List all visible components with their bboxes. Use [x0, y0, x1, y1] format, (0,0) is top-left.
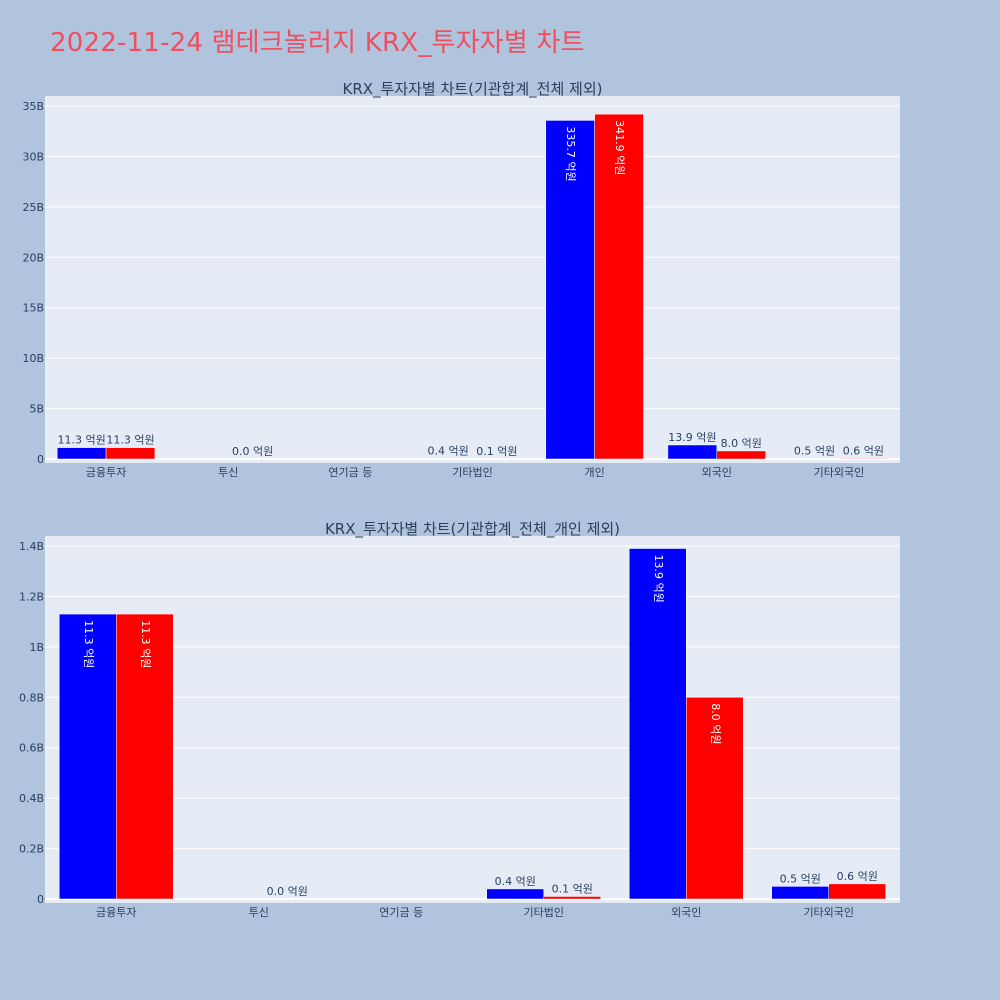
y-tick-label: 0 — [37, 893, 44, 906]
chart-title: KRX_투자자별 차트(기관합계_전체 제외) — [343, 80, 603, 99]
bar — [116, 613, 174, 900]
bar — [486, 888, 544, 900]
y-tick-label: 1.4B — [19, 540, 44, 553]
data-label: 0.0 억원 — [232, 445, 273, 458]
data-label: 0.5 억원 — [794, 444, 835, 457]
data-label: 0.1 억원 — [552, 882, 593, 895]
x-tick-label: 기타외국인 — [814, 466, 865, 479]
x-tick-label: 금융투자 — [86, 466, 126, 479]
x-tick-label: 외국인 — [702, 466, 732, 479]
bar — [716, 450, 766, 460]
bar — [686, 697, 744, 900]
y-tick-label: 20B — [22, 251, 44, 264]
y-tick-label: 10B — [22, 352, 44, 365]
data-label: 0.5 억원 — [780, 872, 821, 885]
bar — [543, 896, 601, 900]
chart-top: KRX_투자자별 차트(기관합계_전체 제외) 0 5B 10B 15B 20B 25B 30… — [22, 80, 900, 479]
y-tick-label: 1.2B — [19, 590, 44, 603]
y-tick-label: 5B — [29, 403, 44, 416]
x-tick-label: 금융투자 — [96, 906, 136, 919]
x-tick-label: 개인 — [585, 466, 605, 479]
data-label: 0.1 억원 — [476, 445, 517, 458]
y-tick-label: 25B — [22, 201, 44, 214]
y-tick-label: 35B — [22, 100, 44, 113]
data-label: 0.6 억원 — [837, 870, 878, 883]
page-title: 2022-11-24 램테크놀러지 KRX_투자자별 차트 — [50, 28, 585, 58]
x-tick-label: 투신 — [218, 466, 238, 479]
y-tick-label: 30B — [22, 150, 44, 163]
x-tick-label: 기타법인 — [524, 906, 564, 919]
plot-area — [45, 536, 900, 903]
plot-area — [45, 96, 900, 463]
data-label: 11.3 억원 — [106, 434, 154, 447]
data-label: 0.4 억원 — [427, 445, 468, 458]
data-label: 13.9 억원 — [652, 555, 665, 603]
bar — [545, 120, 595, 460]
data-label: 341.9 억원 — [613, 120, 626, 175]
bar — [828, 883, 886, 900]
bar — [594, 113, 644, 460]
data-label: 0.6 억원 — [843, 444, 884, 457]
data-label: 8.0 억원 — [709, 703, 722, 744]
x-tick-label: 연기금 등 — [379, 906, 423, 919]
x-tick-label: 기타법인 — [452, 466, 492, 479]
data-label: 11.3 억원 — [82, 620, 95, 668]
bar — [771, 886, 829, 900]
data-label: 11.3 억원 — [58, 434, 106, 447]
y-tick-label: 15B — [22, 302, 44, 315]
data-label: 13.9 억원 — [668, 431, 716, 444]
y-tick-label: 0 — [37, 453, 44, 466]
data-label: 0.0 억원 — [267, 885, 308, 898]
x-tick-label: 연기금 등 — [328, 466, 372, 479]
x-tick-label: 투신 — [249, 906, 269, 919]
data-label: 0.4 억원 — [495, 875, 536, 888]
bar — [629, 548, 687, 900]
x-tick-label: 외국인 — [671, 906, 701, 919]
bar — [59, 613, 117, 900]
data-label: 11.3 억원 — [139, 620, 152, 668]
y-tick-label: 1B — [29, 641, 44, 654]
bar — [838, 458, 889, 460]
bar — [105, 447, 156, 460]
chart-title: KRX_투자자별 차트(기관합계_전체_개인 제외) — [325, 520, 620, 539]
y-tick-label: 0.6B — [19, 742, 44, 755]
y-tick-label: 0.8B — [19, 691, 44, 704]
y-tick-label: 0.4B — [19, 792, 44, 805]
y-tick-label: 0.2B — [19, 843, 44, 856]
data-label: 335.7 억원 — [564, 126, 577, 181]
x-tick-label: 기타외국인 — [803, 906, 854, 919]
data-label: 8.0 억원 — [721, 437, 762, 450]
